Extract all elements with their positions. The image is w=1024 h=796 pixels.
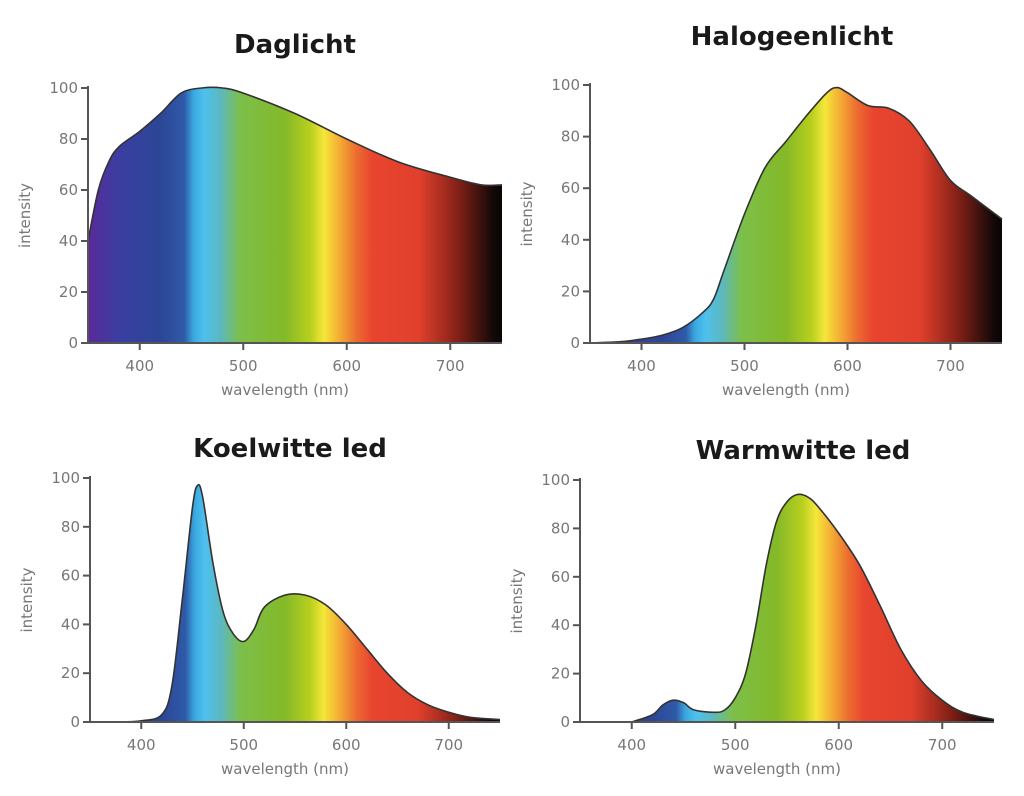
chart-4: 0 20 40 60 80 100 400 500 600 700 wavelength (nm) i…: [508, 471, 995, 778]
y-tick-label: 100: [51, 469, 80, 487]
x-tick-label: 500: [721, 736, 750, 754]
y-tick-label: 20: [551, 665, 570, 683]
y-tick-label: 60: [561, 179, 580, 197]
x-tick-label: 700: [436, 357, 465, 375]
y-axis-label: intensity: [508, 568, 526, 633]
y-tick-label: 60: [61, 567, 80, 585]
y-tick-label: 0: [68, 334, 78, 352]
y-tick-label: 60: [551, 568, 570, 586]
x-tick-label: 600: [332, 357, 361, 375]
x-tick-label: 600: [824, 736, 853, 754]
chart-2: 0 20 40 60 80 100 400 500 600 700 wavelength (nm) i…: [518, 76, 1003, 399]
y-tick-label: 20: [61, 664, 80, 682]
x-tick-label: 500: [229, 357, 258, 375]
y-tick-label: 40: [59, 232, 78, 250]
chart-title-daglicht: Daglicht: [234, 30, 356, 60]
y-axis-label: intensity: [18, 567, 36, 632]
x-axis-label: wavelength (nm): [221, 381, 349, 399]
y-tick-label: 100: [49, 79, 78, 97]
x-tick-label: 500: [229, 736, 258, 754]
y-tick-label: 40: [61, 615, 80, 633]
x-tick-label: 600: [833, 357, 862, 375]
chart-title-koelwitte-led: Koelwitte led: [193, 434, 387, 464]
y-tick-label: 80: [551, 519, 570, 537]
spectrum-curve: [120, 483, 501, 723]
spectrum-curve: [631, 493, 995, 723]
y-tick-label: 0: [70, 713, 80, 731]
chart-title-halogeenlicht: Halogeenlicht: [690, 22, 894, 52]
y-axis-label: intensity: [16, 183, 34, 248]
x-tick-label: 500: [730, 357, 759, 375]
y-tick-label: 0: [560, 713, 570, 731]
x-axis-label: wavelength (nm): [722, 381, 850, 399]
y-axis-label: intensity: [518, 181, 536, 246]
spectrum-area: [631, 494, 994, 722]
spectrum-curve: [87, 86, 503, 242]
spectrum-curve: [589, 86, 1003, 344]
x-tick-label: 700: [928, 736, 957, 754]
y-tick-label: 80: [561, 128, 580, 146]
y-tick-label: 80: [59, 130, 78, 148]
spectrum-area: [120, 484, 500, 722]
chart-title-warmwitte-led: Warmwitte led: [695, 436, 911, 466]
x-tick-label: 400: [627, 357, 656, 375]
x-tick-label: 700: [434, 736, 463, 754]
x-tick-label: 700: [936, 357, 965, 375]
spectrum-area: [88, 87, 502, 343]
x-tick-label: 600: [332, 736, 361, 754]
x-tick-label: 400: [617, 736, 646, 754]
spectrum-area: [590, 87, 1002, 343]
y-tick-label: 40: [561, 231, 580, 249]
y-tick-label: 20: [561, 282, 580, 300]
x-tick-label: 400: [127, 736, 156, 754]
chart-1: 0 20 40 60 80 100 400 500 600 700 wavelength (nm) i…: [16, 79, 503, 399]
y-tick-label: 60: [59, 181, 78, 199]
x-tick-label: 400: [125, 357, 154, 375]
y-tick-label: 80: [61, 518, 80, 536]
y-tick-label: 0: [570, 334, 580, 352]
y-tick-label: 100: [541, 471, 570, 489]
x-axis-label: wavelength (nm): [221, 760, 349, 778]
y-tick-label: 20: [59, 283, 78, 301]
y-tick-label: 40: [551, 616, 570, 634]
x-axis-label: wavelength (nm): [713, 760, 841, 778]
chart-3: 0 20 40 60 80 100 400 500 600 700 wavelength (nm) i…: [18, 469, 501, 778]
y-tick-label: 100: [551, 76, 580, 94]
